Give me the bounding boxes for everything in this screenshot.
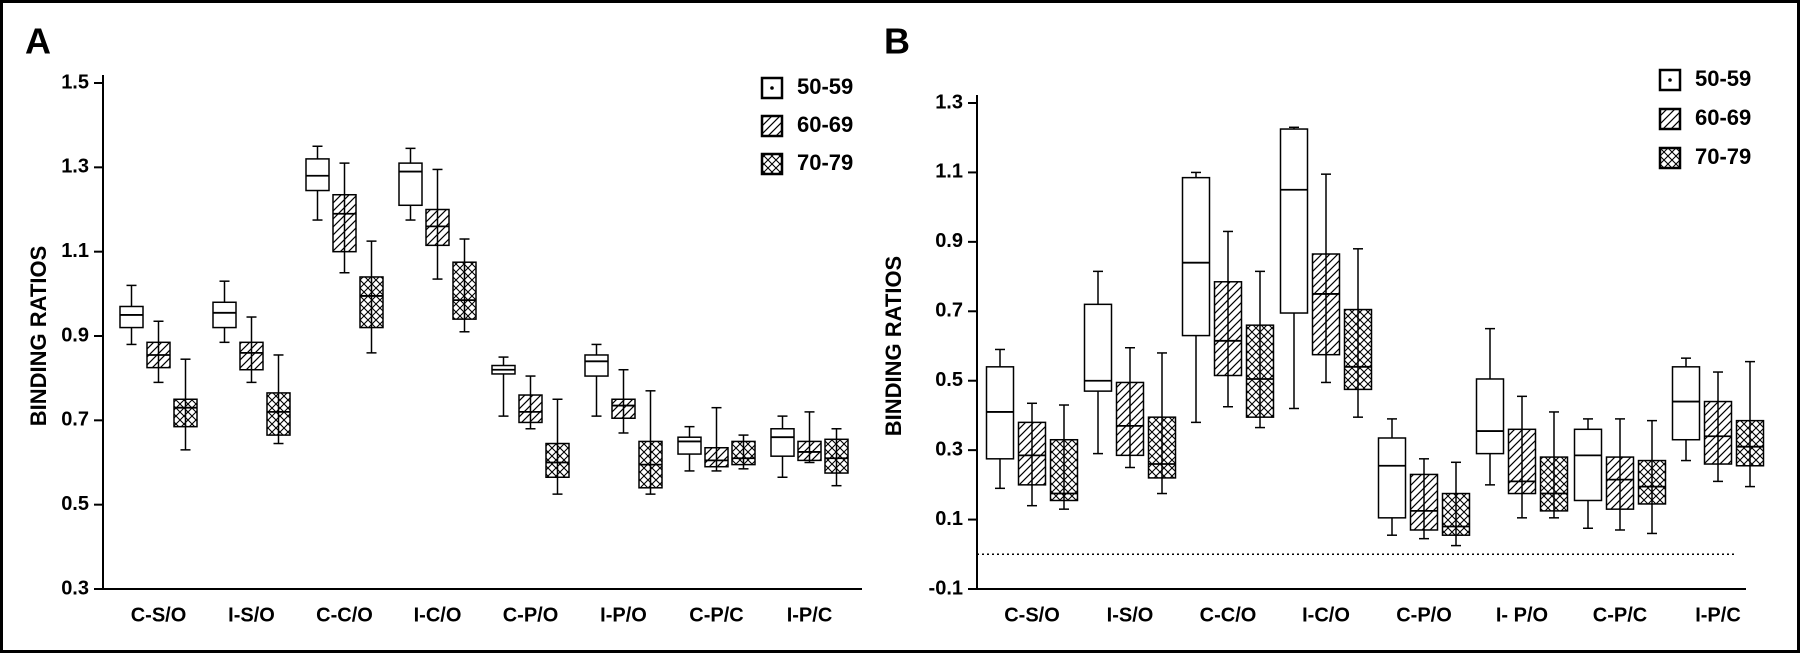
y-tick-label: 1.5 <box>61 71 89 93</box>
y-tick-label: 1.1 <box>61 240 89 262</box>
box <box>452 261 477 320</box>
box <box>1539 456 1569 512</box>
box <box>173 398 198 428</box>
box <box>1245 324 1275 418</box>
box <box>1507 428 1537 495</box>
box <box>425 208 450 247</box>
y-tick-label: 0.7 <box>935 300 963 322</box>
box <box>611 398 636 419</box>
legend-dot <box>1668 78 1672 82</box>
y-tick-label: -0.1 <box>929 577 963 599</box>
box <box>1049 438 1079 502</box>
y-tick-label: 1.3 <box>935 91 963 113</box>
box <box>119 305 144 329</box>
x-tick-label: C-P/C <box>1593 604 1647 626</box>
box <box>1213 281 1243 377</box>
box <box>266 392 291 436</box>
box <box>1409 473 1439 531</box>
box <box>518 394 543 424</box>
box <box>1377 437 1407 519</box>
box <box>1573 428 1603 502</box>
x-tick-label: C-C/O <box>316 604 373 626</box>
x-tick-label: I-P/O <box>600 604 647 626</box>
y-tick-label: 0.3 <box>61 577 89 599</box>
legend-label: 70-79 <box>1695 144 1751 169</box>
legend-label: 50-59 <box>797 74 853 99</box>
y-axis-title: BINDING RATIOS <box>26 246 51 426</box>
box <box>1343 308 1373 391</box>
x-tick-label: I-S/O <box>1107 604 1154 626</box>
legend-dot <box>770 86 774 90</box>
legend-label: 70-79 <box>797 150 853 175</box>
x-tick-label: I-C/O <box>414 604 462 626</box>
y-tick-label: 0.5 <box>61 493 89 515</box>
box <box>1147 416 1177 479</box>
x-tick-label: I-S/O <box>228 604 275 626</box>
box <box>704 446 729 468</box>
legend-label: 50-59 <box>1695 66 1751 91</box>
x-tick-label: C-P/O <box>1396 604 1452 626</box>
x-tick-label: I- P/O <box>1496 604 1548 626</box>
box <box>398 162 423 207</box>
box <box>1311 253 1341 356</box>
box <box>1279 128 1309 314</box>
legend-swatch <box>760 114 784 138</box>
y-tick-label: 0.5 <box>935 369 963 391</box>
box <box>677 436 702 455</box>
box <box>305 158 330 192</box>
box <box>1703 400 1733 465</box>
x-tick-label: C-S/O <box>131 604 187 626</box>
box <box>1115 381 1145 457</box>
y-axis-title: BINDING RATIOS <box>881 256 906 436</box>
y-tick-label: 1.3 <box>61 156 89 178</box>
box <box>545 442 570 479</box>
box <box>584 354 609 377</box>
legend-swatch <box>760 152 784 176</box>
y-tick-label: 0.9 <box>61 324 89 346</box>
box <box>797 440 822 462</box>
box <box>359 276 384 329</box>
box <box>1017 421 1047 486</box>
box <box>1735 419 1765 467</box>
box <box>1605 456 1635 510</box>
box <box>1637 459 1667 505</box>
y-tick-label: 0.1 <box>935 508 963 530</box>
box <box>1671 366 1701 441</box>
x-tick-label: I-P/C <box>787 604 833 626</box>
y-tick-label: 1.1 <box>935 161 963 183</box>
x-tick-label: I-C/O <box>1302 604 1350 626</box>
legend-label: 60-69 <box>1695 105 1751 130</box>
box <box>770 428 795 457</box>
panel-label: A <box>25 21 51 62</box>
legend-swatch <box>1658 146 1682 170</box>
box <box>1181 176 1211 337</box>
y-tick-label: 0.3 <box>935 438 963 460</box>
box <box>332 193 357 253</box>
legend-swatch <box>1658 107 1682 131</box>
x-tick-label: I-P/C <box>1695 604 1741 626</box>
box <box>1083 303 1113 392</box>
x-tick-label: C-P/C <box>689 604 743 626</box>
y-tick-label: 0.9 <box>935 230 963 252</box>
box <box>1441 492 1471 536</box>
x-tick-label: C-S/O <box>1004 604 1060 626</box>
box <box>731 440 756 466</box>
box <box>212 301 237 329</box>
y-tick-label: 0.7 <box>61 409 89 431</box>
panel-label: B <box>884 21 910 62</box>
box <box>824 438 849 474</box>
x-tick-label: C-C/O <box>1200 604 1257 626</box>
box <box>1475 378 1505 455</box>
legend-label: 60-69 <box>797 112 853 137</box>
x-tick-label: C-P/O <box>503 604 559 626</box>
box <box>239 341 264 371</box>
